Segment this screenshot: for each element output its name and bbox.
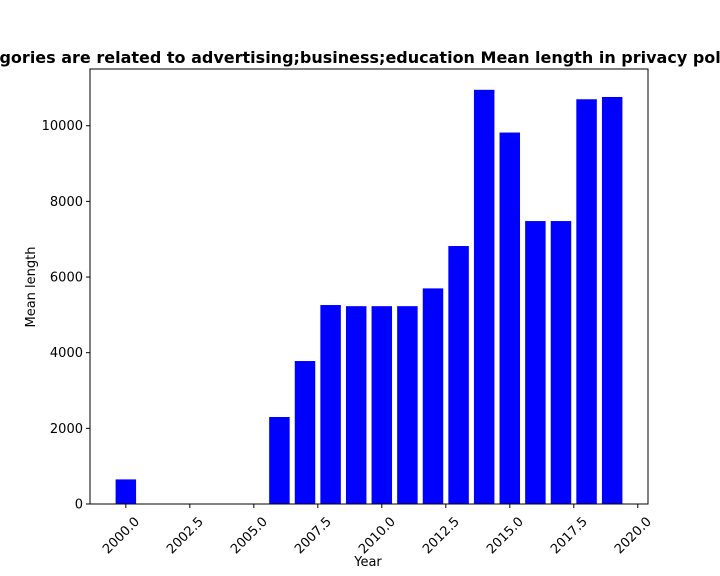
bar-2011 bbox=[397, 306, 418, 504]
x-tick-label: 2020.0 bbox=[612, 514, 655, 557]
y-tick-label: 4000 bbox=[50, 346, 83, 361]
bar-2000 bbox=[115, 479, 137, 504]
bar-2007 bbox=[294, 361, 316, 504]
x-tick-label: 2005.0 bbox=[228, 514, 271, 557]
bar-2012 bbox=[422, 288, 444, 504]
x-tick-label: 2012.5 bbox=[420, 514, 463, 557]
x-axis-label: Year bbox=[353, 555, 382, 570]
y-tick-label: 0 bbox=[75, 498, 83, 513]
bar-2019 bbox=[601, 96, 623, 505]
bar-2009 bbox=[345, 306, 367, 504]
bar-2008 bbox=[320, 305, 341, 504]
bar-2017 bbox=[550, 221, 572, 504]
y-tick-label: 10000 bbox=[42, 119, 83, 134]
y-axis-ticks: 0 2000 4000 6000 8000 10000 bbox=[42, 119, 90, 513]
x-tick-label: 2017.5 bbox=[548, 514, 591, 557]
y-tick-label: 2000 bbox=[50, 422, 83, 437]
bar-2006 bbox=[269, 417, 290, 504]
x-tick-label: 2015.0 bbox=[484, 514, 527, 557]
x-tick-label: 2002.5 bbox=[164, 514, 207, 557]
bar-2015 bbox=[499, 132, 521, 505]
x-tick-label: 2007.5 bbox=[292, 514, 335, 557]
chart-title: Categories are related to advertising;bu… bbox=[0, 48, 720, 67]
bar-2016 bbox=[525, 221, 546, 504]
x-axis-ticks: 2000.0 2002.5 2005.0 2007.5 2010.0 2012.5 2015… bbox=[100, 504, 655, 557]
y-axis-label: Mean length bbox=[24, 247, 39, 328]
x-tick-label: 2010.0 bbox=[356, 514, 399, 557]
bar-2010 bbox=[371, 306, 393, 504]
bar-2014 bbox=[473, 89, 495, 505]
y-tick-label: 8000 bbox=[50, 195, 83, 210]
bar-2018 bbox=[576, 99, 597, 504]
x-tick-label: 2000.0 bbox=[100, 514, 143, 557]
bars-group bbox=[115, 89, 623, 505]
plot-area-frame bbox=[89, 68, 649, 505]
bar-2013 bbox=[448, 246, 469, 504]
y-tick-label: 6000 bbox=[50, 271, 83, 286]
